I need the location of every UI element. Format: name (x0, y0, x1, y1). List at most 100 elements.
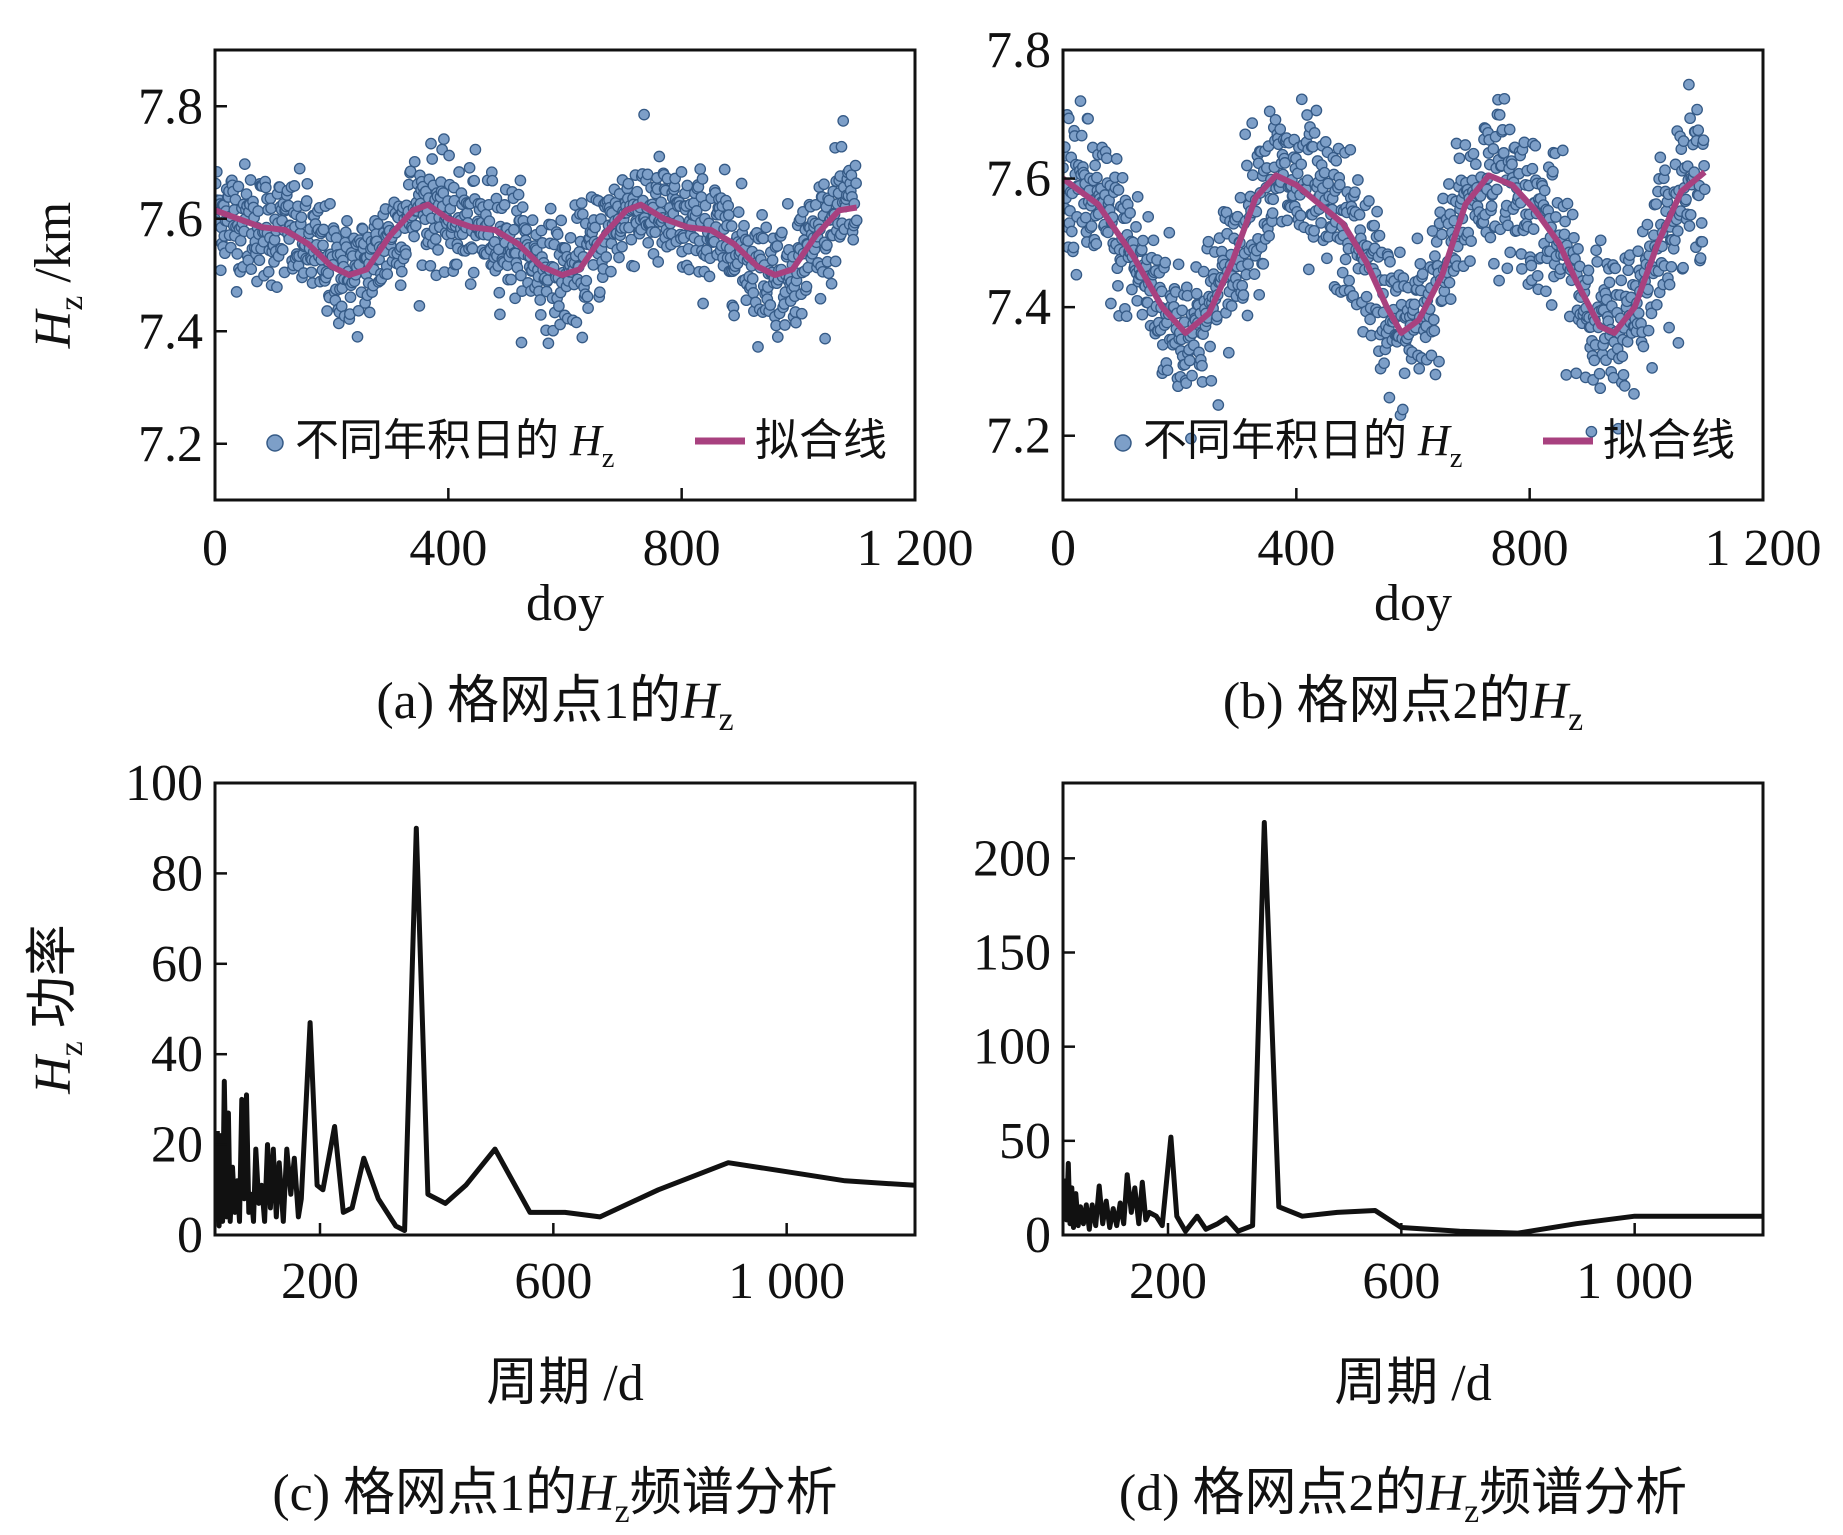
scatter-point (461, 207, 474, 219)
scatter-point (1677, 261, 1689, 274)
panel-b: 不同年积日的 Hz 拟合线 0 400 800 1 200 7.2 7.4 7.6 7.8 doy (… (986, 22, 1822, 738)
scatter-point (1353, 208, 1366, 221)
scatter-point (1343, 274, 1355, 287)
y-tick-label: 7.2 (138, 416, 203, 473)
scatter-point (1433, 355, 1445, 368)
scatter-point (394, 279, 407, 292)
y-tick-label: 7.4 (986, 279, 1051, 336)
scatter-point (1163, 226, 1176, 239)
scatter-point (276, 243, 289, 256)
y-tick-label: 7.8 (986, 22, 1051, 79)
scatter-point (683, 263, 695, 276)
x-axis-label: doy (1374, 575, 1452, 632)
scatter-point (622, 177, 635, 190)
scatter-point (1310, 104, 1323, 117)
scatter-point (1504, 246, 1517, 259)
scatter-point (1529, 139, 1542, 152)
scatter-point (1267, 193, 1280, 206)
scatter-point (1102, 226, 1114, 239)
y-tick-label: 200 (973, 830, 1051, 887)
scatter-point (1085, 220, 1098, 232)
scatter-point (1642, 324, 1655, 337)
scatter-point (1137, 234, 1149, 247)
scatter-point (1659, 164, 1671, 177)
scatter-point (1493, 274, 1505, 287)
scatter-point (1609, 262, 1622, 275)
scatter-point (408, 155, 421, 168)
scatter-point (1263, 230, 1275, 242)
scatter-point (1234, 191, 1247, 204)
scatter-point (1459, 139, 1472, 151)
scatter-point (1279, 157, 1291, 169)
scatter-point (262, 266, 275, 278)
x-tick-label: 600 (1362, 1253, 1440, 1310)
scatter-point (1360, 290, 1373, 303)
scatter-point (300, 195, 313, 207)
scatter-point (1497, 147, 1510, 159)
scatter-point (1202, 235, 1215, 248)
scatter-point (1330, 154, 1343, 167)
scatter-point (498, 199, 511, 211)
scatter-point (1646, 362, 1658, 374)
panel-c: 200 600 1 000 0 20 40 60 80 100 周期 /d Hz 功率 (c) 格网点… (25, 755, 917, 1530)
scatter-point (694, 163, 707, 175)
scatter-point (825, 277, 838, 290)
scatter-point (1467, 147, 1480, 160)
scatter-point (265, 202, 277, 215)
scatter-point (581, 290, 594, 303)
y-axis-label: Hz /km (25, 202, 90, 349)
scatter-point (305, 266, 318, 279)
scatter-point (776, 226, 788, 239)
scatter-point (738, 219, 750, 232)
scatter-point (534, 309, 547, 321)
legend-scatter-marker (266, 434, 284, 452)
scatter-point (1302, 263, 1315, 276)
scatter-point (779, 319, 791, 331)
scatter-point (655, 196, 667, 209)
scatter-point (1239, 128, 1252, 141)
scatter-point (757, 232, 770, 245)
scatter-point (231, 248, 244, 260)
scatter-point (344, 291, 357, 304)
scatter-point (1368, 219, 1381, 232)
scatter-point (1591, 255, 1604, 268)
scatter-point (468, 174, 481, 187)
scatter-point (564, 231, 577, 244)
scatter-point (1126, 283, 1138, 296)
scatter-point (690, 205, 703, 217)
scatter-point (1568, 231, 1580, 244)
scatter-point (486, 174, 499, 187)
scatter-point (526, 214, 539, 226)
scatter-point (580, 274, 593, 287)
scatter-point (582, 302, 594, 314)
plot-area-c (215, 825, 915, 1233)
scatter-point (638, 108, 650, 121)
scatter-point (372, 218, 384, 230)
scatter-point (1425, 349, 1438, 362)
scatter-point (1654, 151, 1667, 164)
legend-scatter-marker (1114, 434, 1132, 452)
plot-area-b (1063, 78, 1711, 445)
scatter-point (1593, 367, 1606, 380)
scatter-point (1692, 124, 1705, 137)
scatter-point (363, 306, 376, 319)
y-tick-label: 150 (973, 925, 1051, 982)
scatter-point (1650, 298, 1663, 311)
scatter-point (1308, 224, 1320, 237)
scatter-point (509, 292, 521, 305)
scatter-point (1561, 197, 1574, 210)
y-tick-label: 7.2 (986, 408, 1051, 465)
scatter-point (1549, 211, 1562, 223)
x-tick-label: 200 (1129, 1253, 1207, 1310)
scatter-point (408, 230, 420, 243)
scatter-point (443, 149, 455, 162)
x-axis-label: 周期 /d (1334, 1355, 1491, 1412)
scatter-point (771, 331, 784, 343)
scatter-point (425, 137, 437, 150)
scatter-point (1698, 183, 1711, 196)
scatter-point (1498, 92, 1511, 105)
scatter-point (1594, 382, 1607, 395)
fit-line (1063, 169, 1707, 336)
scatter-point (1241, 159, 1253, 172)
